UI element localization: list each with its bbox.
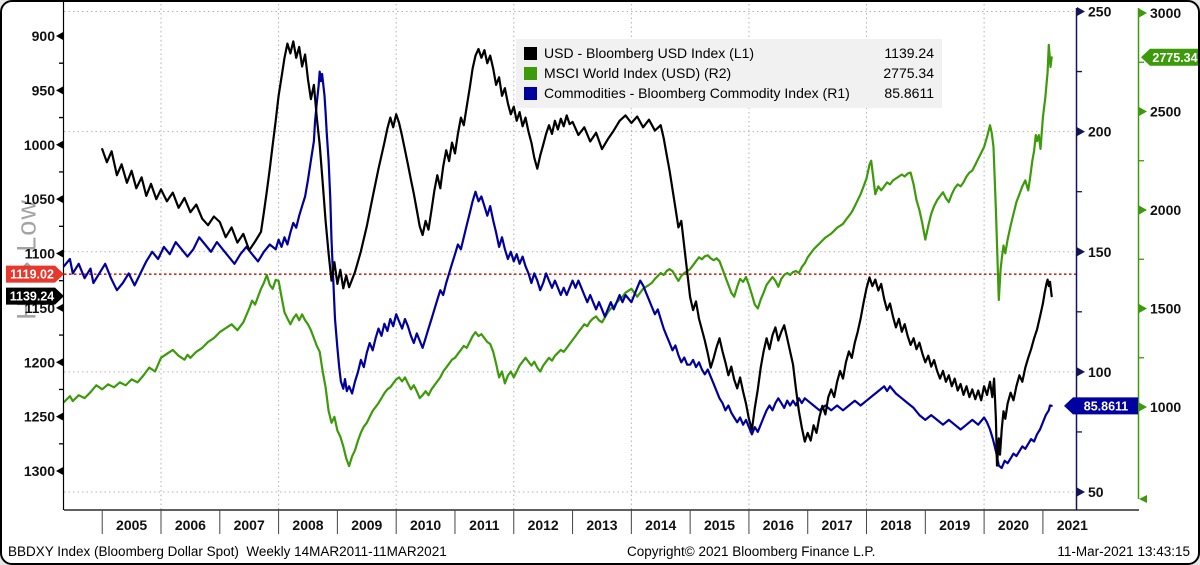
R2-tick-label: 3000: [1150, 5, 1181, 21]
R2-tick-arrow: [1139, 107, 1147, 116]
footer-bar: BBDXY Index (Bloomberg Dollar Spot) Week…: [2, 542, 1198, 563]
legend-box: USD - Bloomberg USD Index (L1) 1139.24 MSC…: [516, 39, 942, 108]
x-axis-year-label: 2013: [586, 517, 617, 533]
legend-row: Commodities - Bloomberg Commodity Index …: [524, 83, 934, 103]
L1-tick-arrow: [56, 249, 64, 258]
axis-marker-value: 1139.24: [10, 290, 55, 304]
L1-tick-arrow: [56, 466, 64, 476]
legend-row: USD - Bloomberg USD Index (L1) 1139.24: [524, 43, 934, 63]
series-line: [62, 70, 1053, 470]
L1-tick-label: 1300: [24, 463, 55, 479]
R1-tick-arrow: [1077, 127, 1085, 137]
x-axis-year-label: 2006: [175, 517, 206, 533]
series-line: [62, 43, 1053, 468]
legend-swatch-icon: [524, 66, 537, 80]
x-axis-year-label: 2009: [351, 517, 382, 533]
axis-marker-badge: [6, 265, 64, 283]
R2-tick-arrow: [1139, 304, 1147, 313]
legend-series-value: 2775.34: [883, 65, 934, 81]
L1-tick-arrow: [56, 412, 64, 422]
L1-tick-arrow: [56, 194, 64, 204]
x-axis-year-label: 2016: [763, 517, 794, 533]
legend-series-name: MSCI World Index (USD) (R2): [544, 65, 732, 81]
L1-tick-label: 1000: [24, 137, 55, 153]
legend-series-value: 85.8611: [884, 85, 934, 101]
R1-tick-label: 50: [1088, 484, 1104, 500]
footer-copyright: Copyright© 2021 Bloomberg Finance L.P.: [627, 544, 876, 559]
x-axis-year-label: 2019: [939, 517, 970, 533]
R2-tick-label: 1000: [1150, 399, 1181, 415]
R2-tick-arrow: [1139, 8, 1147, 18]
legend-series-value: 1139.24: [884, 45, 934, 61]
L1-tick-label: 1250: [24, 409, 55, 425]
R2-tick-label: 2500: [1150, 104, 1181, 120]
L1-tick-label: 1100: [25, 246, 56, 262]
R2-tick-arrow: [1139, 402, 1147, 412]
R1-tick-arrow: [1077, 7, 1085, 16]
x-axis-year-label: 2012: [528, 517, 559, 533]
R2-tick-arrow: [1139, 205, 1147, 215]
L1-tick-label: 1050: [24, 191, 55, 207]
L1-tick-arrow: [56, 85, 64, 95]
legend-series-name: USD - Bloomberg USD Index (L1): [544, 45, 755, 61]
axis-marker-value: 1119.02: [10, 268, 54, 282]
R1-tick-arrow: [1077, 487, 1085, 497]
legend-row: MSCI World Index (USD) (R2) 2775.34: [524, 63, 934, 83]
footer-timestamp: 11-Mar-2021 13:43:15: [1057, 544, 1190, 559]
series-line: [101, 40, 1053, 467]
footer-ticker-info: BBDXY Index (Bloomberg Dollar Spot) Week…: [8, 544, 447, 559]
legend-swatch-icon: [524, 46, 537, 60]
R1-tick-label: 250: [1088, 4, 1112, 20]
axis-marker-badge: [1141, 48, 1198, 66]
L1-tick-arrow: [56, 140, 64, 150]
x-axis-year-label: 2005: [116, 517, 147, 533]
x-axis-year-label: 2017: [822, 517, 853, 533]
x-axis-year-label: 2020: [998, 517, 1029, 533]
R1-tick-arrow: [1077, 247, 1085, 257]
x-axis-year-label: 2014: [645, 517, 676, 533]
R1-tick-label: 150: [1088, 244, 1112, 260]
legend-series-name: Commodities - Bloomberg Commodity Index …: [544, 85, 850, 101]
legend-swatch-icon: [524, 86, 537, 100]
L1-tick-label: 950: [32, 82, 56, 98]
L1-tick-label: 1200: [24, 354, 55, 370]
x-axis-year-label: 2015: [704, 517, 735, 533]
axis-marker-badge: [1064, 397, 1138, 415]
axis-marker-value: 2775.34: [1152, 51, 1197, 65]
x-axis-year-label: 2018: [880, 517, 911, 533]
x-axis-year-label: 2008: [292, 517, 323, 533]
axis-marker-badge: [6, 287, 64, 305]
L1-tick-arrow: [56, 357, 64, 367]
chart-canvas: 9009501000105011001150120012501300250200…: [6, 2, 1198, 534]
r2-axis-end-arrow: [1139, 495, 1147, 503]
R2-tick-label: 1500: [1150, 301, 1181, 317]
x-axis-year-label: 2010: [410, 517, 441, 533]
R1-tick-label: 100: [1088, 364, 1112, 380]
axis-marker-value: 85.8611: [1084, 399, 1129, 413]
R1-tick-label: 200: [1088, 124, 1112, 140]
x-axis-year-label: 2011: [469, 517, 500, 533]
R1-tick-arrow: [1077, 367, 1085, 377]
x-axis-year-label: 2021: [1057, 517, 1088, 533]
L1-tick-label: 900: [32, 28, 56, 44]
L1-tick-arrow: [56, 303, 64, 313]
R2-tick-label: 2000: [1150, 202, 1181, 218]
L1-tick-arrow: [56, 31, 64, 41]
x-axis-year-label: 2007: [234, 517, 265, 533]
